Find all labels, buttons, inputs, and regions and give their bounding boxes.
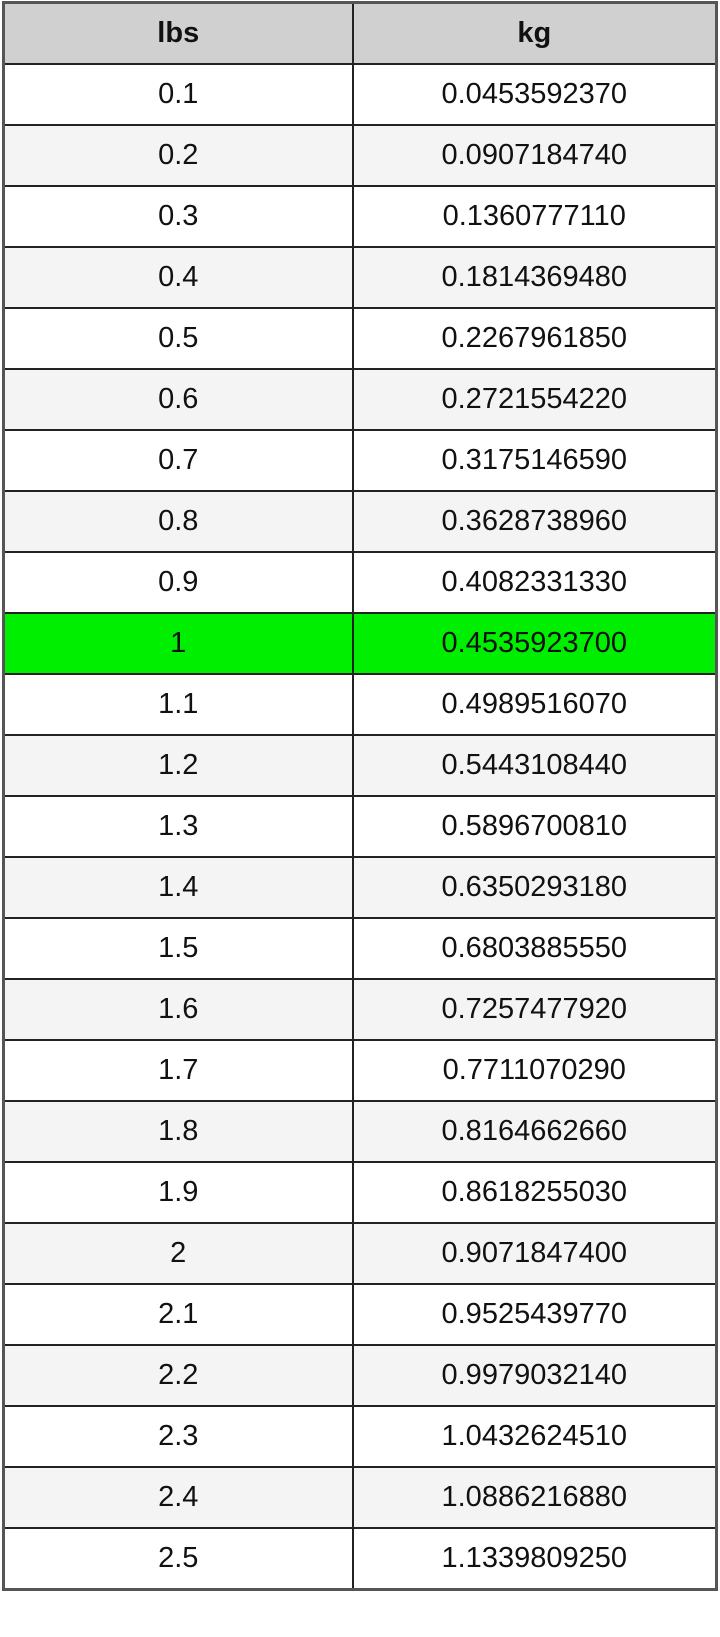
lbs-cell: 1.7	[2, 1039, 354, 1102]
header-lbs: lbs	[2, 1, 354, 65]
table-row: 2.4 1.0886216880	[2, 1466, 718, 1529]
table-row: 1.6 0.7257477920	[2, 978, 718, 1041]
lbs-cell: 1.8	[2, 1100, 354, 1163]
lbs-cell: 2.4	[2, 1466, 354, 1529]
table-row: 0.6 0.2721554220	[2, 368, 718, 431]
lbs-cell: 0.6	[2, 368, 354, 431]
table-row: 0.7 0.3175146590	[2, 429, 718, 492]
kg-cell: 1.0886216880	[351, 1466, 718, 1529]
header-kg: kg	[351, 1, 718, 65]
kg-cell: 1.0432624510	[351, 1405, 718, 1468]
table-row: 1.4 0.6350293180	[2, 856, 718, 919]
lbs-cell: 0.3	[2, 185, 354, 248]
lbs-cell: 1.1	[2, 673, 354, 736]
lbs-cell: 2.2	[2, 1344, 354, 1407]
lbs-cell: 1.9	[2, 1161, 354, 1224]
lbs-cell: 1.2	[2, 734, 354, 797]
lbs-cell: 0.1	[2, 63, 354, 126]
kg-cell: 0.8618255030	[351, 1161, 718, 1224]
kg-cell: 0.5443108440	[351, 734, 718, 797]
lbs-cell: 0.2	[2, 124, 354, 187]
kg-cell: 0.3175146590	[351, 429, 718, 492]
kg-cell: 0.1814369480	[351, 246, 718, 309]
table-row: 2.2 0.9979032140	[2, 1344, 718, 1407]
kg-cell: 0.7257477920	[351, 978, 718, 1041]
kg-cell: 0.2721554220	[351, 368, 718, 431]
table-row: 1 0.4535923700	[2, 612, 718, 675]
kg-cell: 0.9525439770	[351, 1283, 718, 1346]
header-row: lbs kg	[2, 1, 718, 65]
lbs-cell: 0.9	[2, 551, 354, 614]
kg-cell: 0.0907184740	[351, 124, 718, 187]
table-row: 0.4 0.1814369480	[2, 246, 718, 309]
lbs-cell: 1.3	[2, 795, 354, 858]
lbs-cell: 1.5	[2, 917, 354, 980]
kg-cell: 0.4535923700	[351, 612, 718, 675]
lbs-cell: 2.3	[2, 1405, 354, 1468]
lbs-cell: 1.4	[2, 856, 354, 919]
lbs-cell: 2	[2, 1222, 354, 1285]
table-row: 1.2 0.5443108440	[2, 734, 718, 797]
kg-cell: 0.2267961850	[351, 307, 718, 370]
kg-cell: 0.6350293180	[351, 856, 718, 919]
table-row: 1.3 0.5896700810	[2, 795, 718, 858]
lbs-cell: 0.7	[2, 429, 354, 492]
kg-cell: 0.4989516070	[351, 673, 718, 736]
kg-cell: 0.1360777110	[351, 185, 718, 248]
table-row: 2.1 0.9525439770	[2, 1283, 718, 1346]
table-row: 2 0.9071847400	[2, 1222, 718, 1285]
table-row: 0.2 0.0907184740	[2, 124, 718, 187]
table-row: 1.8 0.8164662660	[2, 1100, 718, 1163]
kg-cell: 0.6803885550	[351, 917, 718, 980]
kg-cell: 0.0453592370	[351, 63, 718, 126]
kg-cell: 0.8164662660	[351, 1100, 718, 1163]
table-row: 1.5 0.6803885550	[2, 917, 718, 980]
table-row: 0.8 0.3628738960	[2, 490, 718, 553]
table-row: 2.5 1.1339809250	[2, 1527, 718, 1591]
table-row: 1.1 0.4989516070	[2, 673, 718, 736]
kg-cell: 0.7711070290	[351, 1039, 718, 1102]
table-row: 0.3 0.1360777110	[2, 185, 718, 248]
lbs-cell: 2.5	[2, 1527, 354, 1591]
lbs-cell: 0.8	[2, 490, 354, 553]
lbs-cell: 1.6	[2, 978, 354, 1041]
table-row: 0.9 0.4082331330	[2, 551, 718, 614]
table-row: 0.1 0.0453592370	[2, 63, 718, 126]
kg-cell: 0.9071847400	[351, 1222, 718, 1285]
kg-cell: 0.4082331330	[351, 551, 718, 614]
lbs-cell: 0.5	[2, 307, 354, 370]
conversion-table: lbs kg 0.1 0.0453592370 0.2 0.0907184740 0.3…	[2, 1, 718, 1591]
lbs-cell: 0.4	[2, 246, 354, 309]
table-row: 2.3 1.0432624510	[2, 1405, 718, 1468]
lbs-cell: 2.1	[2, 1283, 354, 1346]
kg-cell: 1.1339809250	[351, 1527, 718, 1591]
lbs-cell: 1	[2, 612, 354, 675]
kg-cell: 0.5896700810	[351, 795, 718, 858]
table-row: 1.7 0.7711070290	[2, 1039, 718, 1102]
table-row: 0.5 0.2267961850	[2, 307, 718, 370]
kg-cell: 0.3628738960	[351, 490, 718, 553]
table-row: 1.9 0.8618255030	[2, 1161, 718, 1224]
kg-cell: 0.9979032140	[351, 1344, 718, 1407]
